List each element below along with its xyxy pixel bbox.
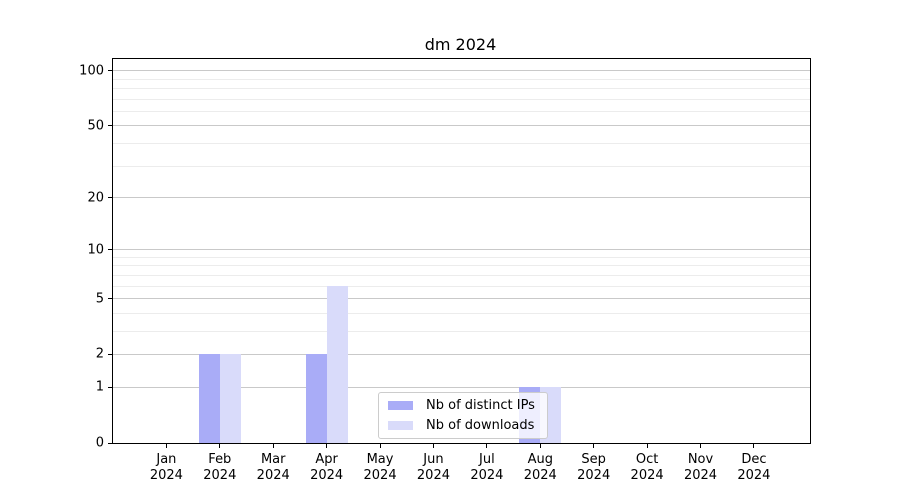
x-axis-tick: [379, 444, 381, 448]
gridline-minor: [113, 274, 810, 276]
x-tick-label: Feb 2024: [203, 452, 237, 484]
x-tick-label: Jun 2024: [416, 452, 450, 484]
gridline-minor: [113, 285, 810, 287]
gridline-major: [113, 249, 810, 251]
y-tick-label: 5: [95, 291, 104, 307]
y-tick-label: 2: [95, 346, 104, 362]
gridline-minor: [113, 98, 810, 100]
x-tick-label: Dec 2024: [737, 452, 771, 484]
bar-downloads: [326, 286, 348, 443]
gridline-minor: [113, 165, 810, 167]
bar-distinct-ips: [198, 354, 220, 443]
x-tick-label: Jul 2024: [470, 452, 504, 484]
x-axis-tick: [272, 444, 274, 448]
gridline-major: [113, 70, 810, 72]
y-tick-label: 50: [87, 118, 104, 134]
gridline-major: [113, 197, 810, 198]
gridline-minor: [113, 265, 810, 267]
y-axis-tick: [108, 125, 112, 127]
y-tick-label: 0: [95, 435, 104, 451]
y-axis-tick: [108, 70, 112, 72]
x-axis-tick: [593, 444, 595, 448]
y-tick-label: 1: [95, 379, 104, 395]
y-tick-label: 10: [87, 242, 104, 258]
x-tick-label: Jan 2024: [149, 452, 183, 484]
legend-swatch-distinct-ips: [388, 401, 413, 410]
gridline-minor: [113, 330, 810, 332]
y-axis-tick: [108, 298, 112, 300]
x-axis-tick: [753, 444, 755, 448]
legend-swatch-downloads: [388, 421, 413, 430]
x-tick-label: May 2024: [363, 452, 397, 484]
legend: Nb of distinct IPs Nb of downloads: [378, 392, 548, 439]
gridline-minor: [113, 256, 810, 258]
x-tick-label: Aug 2024: [523, 452, 557, 484]
bar-distinct-ips: [305, 354, 327, 443]
x-axis-tick: [219, 444, 221, 448]
x-axis-tick: [486, 444, 488, 448]
x-axis-tick: [700, 444, 701, 448]
y-tick-label: 20: [87, 190, 104, 205]
gridline-minor: [113, 88, 810, 90]
legend-item-downloads: Nb of downloads: [388, 418, 538, 433]
y-axis-tick: [108, 249, 112, 251]
gridline-minor: [113, 111, 810, 113]
gridline-major: [113, 353, 810, 355]
gridline-major: [113, 125, 810, 127]
bar-downloads: [219, 354, 241, 443]
legend-label-downloads: Nb of downloads: [426, 418, 535, 433]
x-axis-tick: [432, 444, 434, 448]
x-axis-tick: [165, 444, 167, 448]
x-tick-label: Mar 2024: [256, 452, 290, 484]
gridline-minor: [113, 143, 810, 145]
y-axis-tick: [108, 386, 112, 388]
gridline-major: [113, 298, 810, 300]
legend-item-distinct-ips: Nb of distinct IPs: [388, 398, 538, 413]
x-axis-tick: [539, 444, 541, 448]
x-tick-label: Nov 2024: [683, 452, 718, 484]
x-tick-label: Apr 2024: [310, 452, 344, 484]
x-axis-tick: [326, 444, 328, 448]
legend-label-distinct-ips: Nb of distinct IPs: [426, 398, 535, 413]
x-axis-tick: [646, 444, 648, 448]
y-axis-tick: [108, 353, 112, 355]
x-tick-label: Sep 2024: [577, 452, 611, 484]
gridline-minor: [113, 78, 810, 80]
y-tick-label: 100: [79, 63, 104, 79]
chart-title: dm 2024: [424, 35, 497, 54]
gridline-major: [113, 386, 810, 388]
y-axis-tick: [108, 442, 112, 444]
y-axis-tick: [108, 197, 112, 198]
x-tick-label: Oct 2024: [630, 452, 664, 484]
plot-area: 0 1 2 5 10 20 50 100 Jan 2024 Feb 2024 Mar 2024 Apr…: [79, 58, 811, 483]
gridline-minor: [113, 312, 810, 314]
